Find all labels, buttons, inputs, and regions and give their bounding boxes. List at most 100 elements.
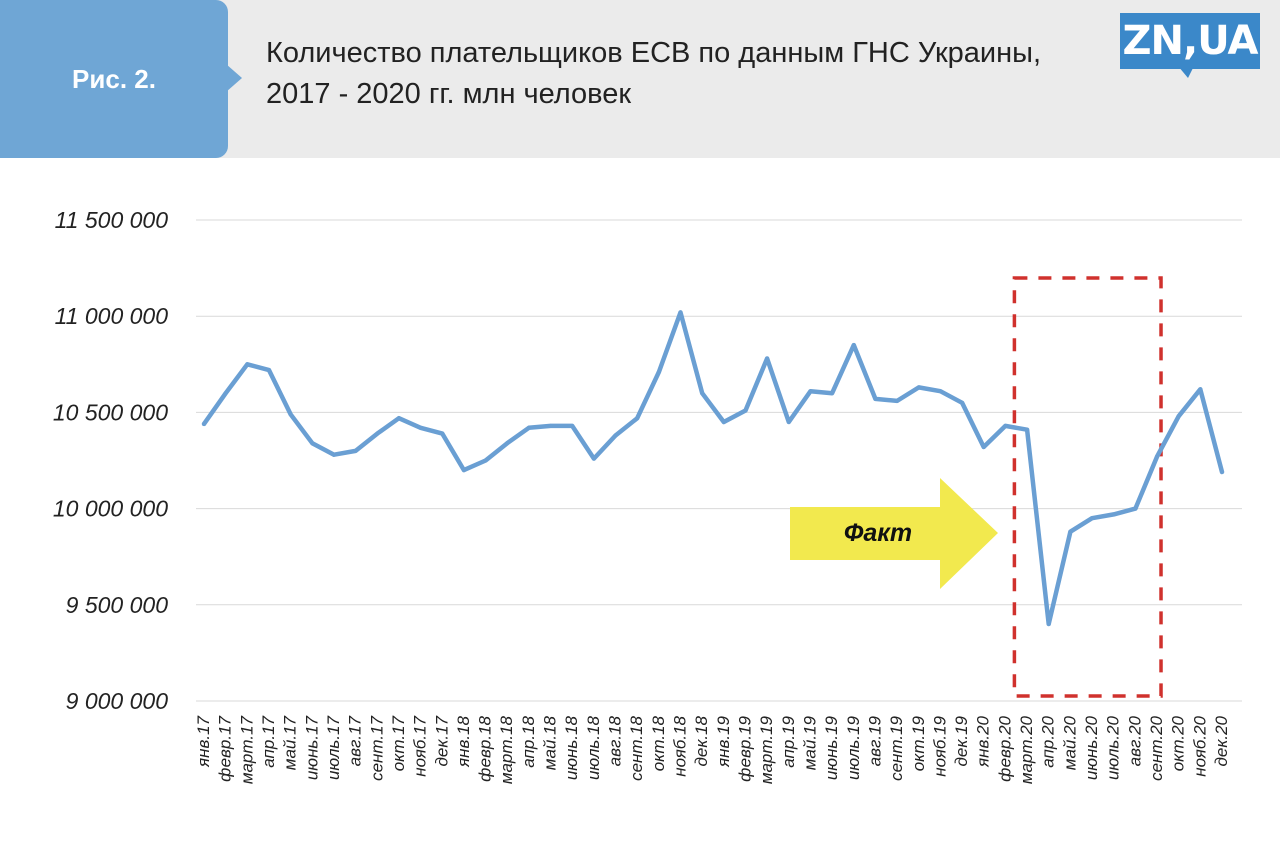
data-point [808,389,813,394]
figure-badge: Рис. 2. [0,0,228,158]
data-point [266,368,271,373]
data-point [1003,423,1008,428]
x-tick-label: март.17 [237,715,256,784]
data-point [1090,516,1095,521]
x-tick-label: апр.20 [1039,715,1058,767]
data-point [288,412,293,417]
x-tick-label: авг.20 [1125,715,1144,766]
data-point [1025,427,1030,432]
y-tick-label: 10 000 000 [53,496,168,522]
data-point [786,420,791,425]
data-point [1176,414,1181,419]
data-point [526,425,531,430]
x-tick-label: янв.19 [714,715,733,767]
data-point [375,431,380,436]
x-tick-label: дек.20 [1212,715,1231,766]
x-tick-label: февр.17 [216,715,235,781]
header: Рис. 2. Количество плательщиков ЕСВ по д… [0,0,1280,158]
x-tick-label: дек.18 [692,715,711,766]
data-point [678,310,683,315]
x-tick-label: июнь.17 [302,715,321,780]
x-tick-label: июнь.18 [562,715,581,780]
data-point [1198,387,1203,392]
series-line [201,310,1225,627]
x-tick-label: май.19 [800,715,819,770]
data-point [505,441,510,446]
x-tick-label: сент.18 [627,715,646,780]
x-tick-label: янв.20 [974,715,993,767]
chart-title: Количество плательщиков ЕСВ по данным ГН… [266,33,1126,115]
data-point [938,389,943,394]
data-point [548,423,553,428]
x-tick-label: июль.20 [1104,715,1123,780]
data-point [1133,506,1138,511]
x-tick-label: июнь.19 [822,715,841,780]
data-point [656,369,661,374]
x-tick-label: дек.19 [952,715,971,766]
x-tick-label: авг.17 [346,715,365,766]
series-layer [201,310,1225,627]
data-point [635,416,640,421]
x-tick-label: нояб.18 [671,715,690,776]
data-point [483,458,488,463]
data-point [331,452,336,457]
x-tick-label: авг.19 [865,715,884,766]
data-point [418,425,423,430]
data-point [721,420,726,425]
data-point [245,362,250,367]
x-tick-label: окт.20 [1169,715,1188,771]
x-tick-label: июль.18 [584,715,603,780]
x-tick-label: дек.17 [432,715,451,766]
logo-tail [1178,66,1194,78]
x-tick-label: февр.20 [995,715,1014,781]
data-point [981,445,986,450]
y-tick-label: 11 500 000 [55,207,169,233]
x-tick-label: июнь.20 [1082,715,1101,780]
data-point [1046,622,1051,627]
x-tick-label: авг.18 [606,715,625,766]
x-tick-label: февр.19 [735,715,754,781]
x-tick-label: окт.18 [649,715,668,771]
data-point [916,385,921,390]
grid-lines [196,219,1242,702]
data-point [223,391,228,396]
fakt-arrow-label: Факт [844,519,912,547]
data-point [440,431,445,436]
data-point [700,391,705,396]
x-tick-label: апр.18 [519,715,538,767]
x-tick-label: май.17 [281,715,300,770]
x-tick-label: окт.17 [389,715,408,771]
x-tick-label: март.18 [497,715,516,784]
x-tick-label: сент.19 [887,715,906,780]
x-tick-label: май.18 [541,715,560,770]
x-tick-label: март.19 [757,715,776,784]
data-point [960,400,965,405]
figure-badge-pointer [226,64,242,92]
data-point [1068,529,1073,534]
x-tick-label: нояб.20 [1190,715,1209,776]
x-tick-label: июль.17 [324,715,343,780]
data-point [310,441,315,446]
annotations: Факт [790,276,1163,698]
data-point [743,408,748,413]
x-tick-label: сент.17 [367,715,386,780]
chart-title-line1: Количество плательщиков ЕСВ по данным ГН… [266,37,1042,69]
data-point [1111,512,1116,517]
data-point [202,421,206,426]
chart-title-line2: 2017 - 2020 гг. млн человек [266,78,632,110]
x-tick-label: июль.19 [844,715,863,780]
x-tick-label: янв.18 [454,715,473,767]
y-axis-labels: 9 000 000 9 500 000 10 000 000 10 500 000 11… [53,207,168,714]
x-tick-label: март.20 [1017,715,1036,784]
data-point [591,456,596,461]
data-point [873,396,878,401]
x-tick-label: окт.19 [909,715,928,771]
x-tick-label: нояб.19 [930,715,949,776]
x-tick-label: янв.17 [194,715,213,767]
figure-badge-label: Рис. 2. [72,63,156,94]
y-tick-label: 9 000 000 [66,688,169,714]
fakt-arrow [790,478,998,589]
x-tick-label: апр.19 [779,715,798,767]
data-point [613,433,618,438]
zn-ua-logo: ZN,UA [1120,13,1260,69]
